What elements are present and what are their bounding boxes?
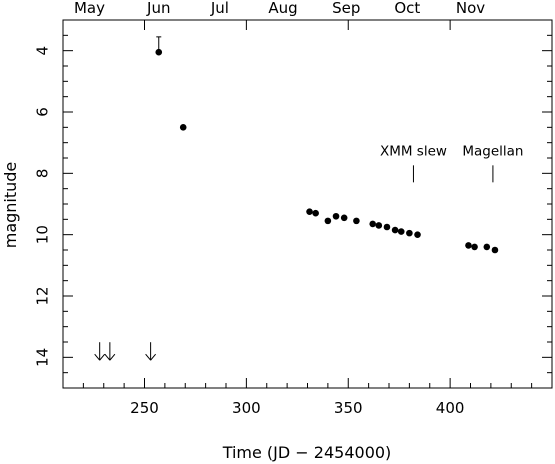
y-tick-label: 8	[34, 169, 52, 179]
data-point	[179, 124, 187, 131]
data-point	[353, 217, 360, 225]
data-points	[155, 48, 499, 254]
month-label: Aug	[268, 0, 297, 17]
data-point	[340, 214, 348, 222]
x-tick-label: 250	[130, 399, 159, 417]
x-tick-label: 350	[334, 399, 363, 417]
month-label: Sep	[332, 0, 360, 17]
upper-limit-arrow	[94, 342, 106, 361]
data-point	[406, 229, 413, 237]
data-point	[375, 222, 383, 229]
data-point	[324, 217, 332, 225]
axis-ticks	[62, 19, 552, 389]
month-label: Nov	[456, 0, 485, 17]
y-axis-label: magnitude	[1, 162, 20, 249]
data-point	[391, 226, 399, 234]
annotation-label: Magellan	[462, 143, 523, 159]
upper-limit-arrows	[94, 342, 156, 361]
data-point	[397, 228, 405, 235]
upper-limit-arrow	[145, 342, 156, 361]
month-label: Oct	[394, 0, 420, 17]
month-label: May	[74, 0, 105, 17]
data-point	[414, 231, 421, 238]
data-point	[483, 243, 491, 251]
y-tick-label: 4	[34, 46, 52, 56]
data-point	[369, 220, 377, 228]
annotations: XMM slew Magellan	[380, 143, 523, 183]
top-axis-month-labels: May Jun Jul Aug Sep Oct Nov	[74, 0, 485, 17]
arrow-head-left	[145, 353, 151, 361]
data-point	[306, 208, 313, 215]
annotation-label: XMM slew	[380, 143, 447, 159]
month-label: Jul	[210, 0, 229, 17]
arrow-head-right	[150, 353, 156, 361]
y-tick-label: 14	[34, 348, 52, 367]
arrow-head-left	[94, 353, 101, 361]
x-tick-label: 300	[232, 399, 261, 417]
upper-limit-arrow	[104, 342, 116, 361]
plot-frame	[62, 19, 553, 389]
y-tick-label: 12	[34, 286, 52, 305]
data-point	[471, 243, 478, 251]
data-point	[465, 242, 472, 249]
x-tick-label: 400	[436, 399, 465, 417]
data-point	[155, 48, 163, 56]
y-tick-label: 10	[34, 225, 52, 244]
axis-tick-labels: 250 300 350 400 4 6 8 10 12 14	[34, 46, 465, 417]
data-point	[332, 212, 340, 220]
arrow-head-left	[104, 353, 111, 361]
y-tick-label: 6	[34, 107, 52, 117]
data-point	[491, 246, 499, 254]
data-point	[312, 209, 319, 217]
month-label: Jun	[146, 0, 170, 17]
x-axis-label: Time (JD − 2454000)	[222, 443, 392, 462]
arrow-head-right	[109, 353, 116, 361]
arrow-head-right	[99, 353, 106, 361]
data-point	[383, 223, 391, 231]
